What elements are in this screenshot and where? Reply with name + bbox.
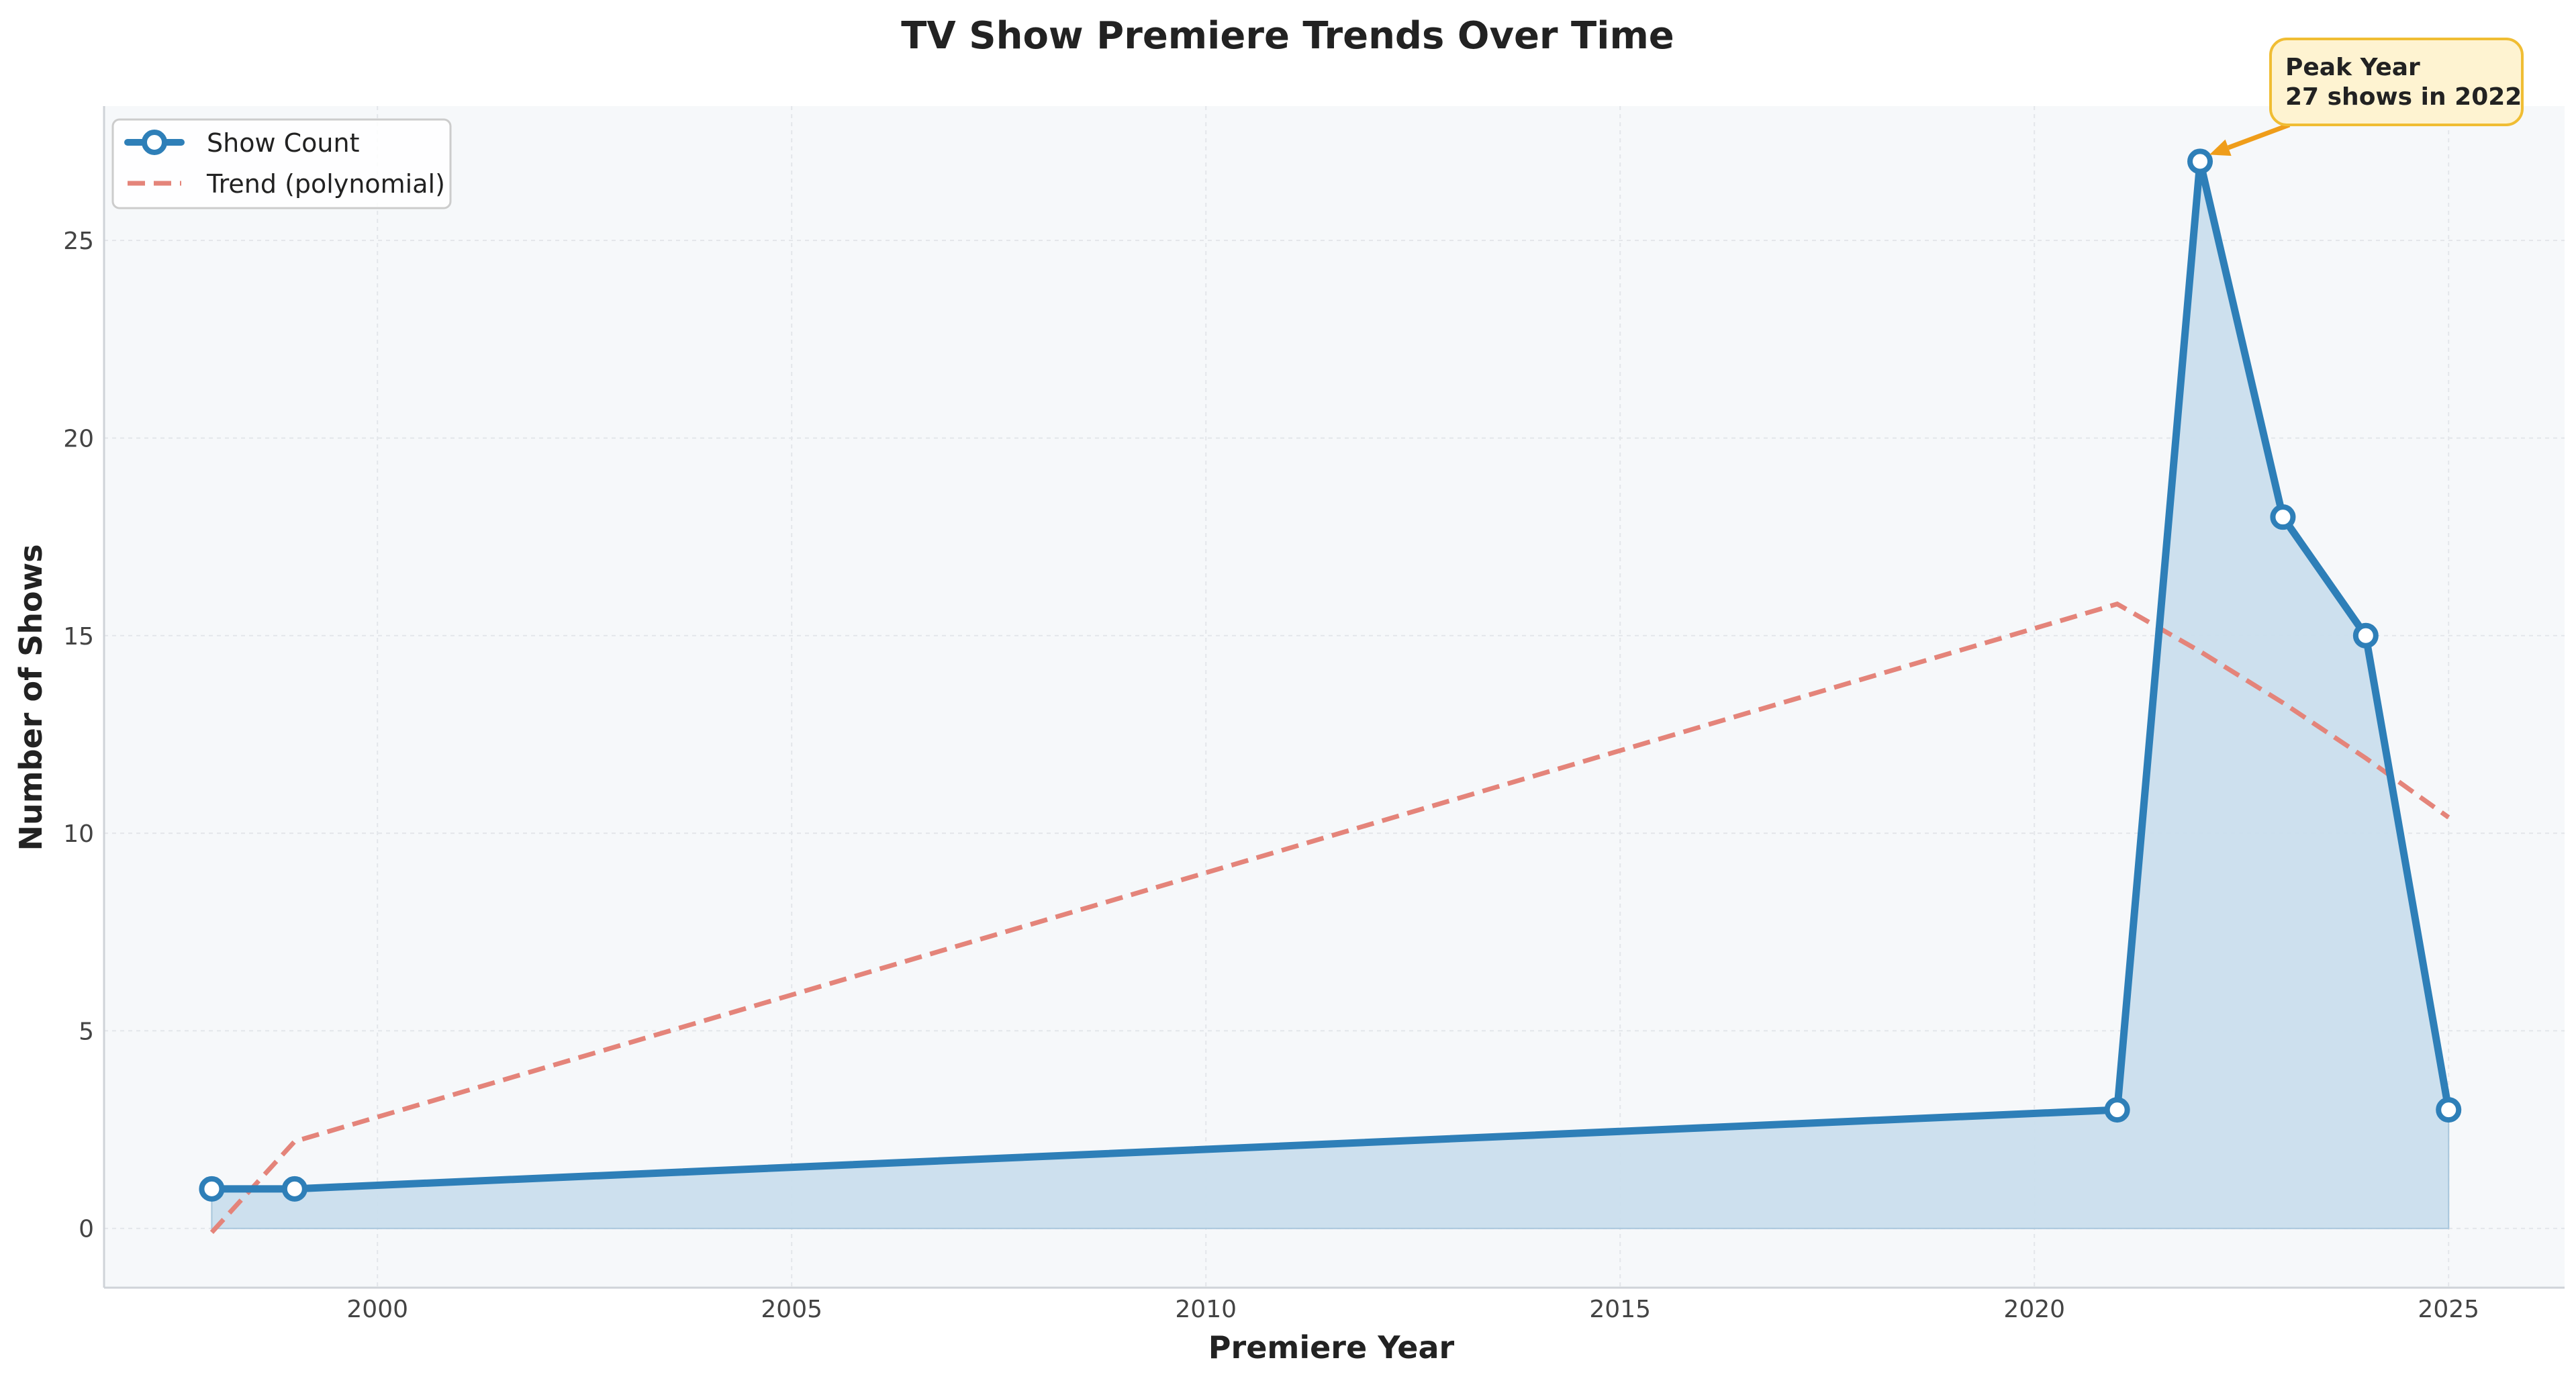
data-point-1999 <box>281 1176 307 1202</box>
x-tick-label-2000: 2000 <box>346 1296 408 1323</box>
legend-box <box>111 118 452 209</box>
x-tick-label-2020: 2020 <box>2003 1296 2065 1323</box>
data-point-1998 <box>199 1176 225 1202</box>
peak-annotation: Peak Year 27 shows in 2022 <box>2209 38 2524 156</box>
legend-show-count-label: Show Count <box>207 128 359 158</box>
data-point-2023 <box>2270 504 2296 530</box>
trend-line <box>209 601 2450 1234</box>
annotation-arrowhead <box>2209 139 2232 156</box>
data-point-2022 <box>2187 148 2213 175</box>
x-tick-label-2010: 2010 <box>1175 1296 1237 1323</box>
trend-series <box>209 601 2450 1234</box>
x-tick-label-2005: 2005 <box>761 1296 822 1323</box>
annotation-line-2: 27 shows in 2022 <box>2285 83 2522 111</box>
y-tick-label-25: 25 <box>63 228 94 255</box>
y-tick-label-10: 10 <box>63 820 94 848</box>
y-tick-label-20: 20 <box>63 425 94 452</box>
show-count-series <box>199 148 2462 1202</box>
chart-title: TV Show Premiere Trends Over Time <box>901 14 1674 58</box>
y-tick-label-15: 15 <box>63 623 94 651</box>
annotation-line-1: Peak Year <box>2285 54 2420 81</box>
data-point-2025 <box>2436 1097 2462 1123</box>
legend: Show Count Trend (polynomial) <box>111 118 452 209</box>
x-tick-label-2025: 2025 <box>2418 1296 2479 1323</box>
data-point-2021 <box>2104 1097 2130 1123</box>
y-tick-label-5: 5 <box>79 1018 94 1045</box>
annotation-arrow <box>2227 122 2291 150</box>
annotation-box <box>2269 38 2524 126</box>
x-tick-label-2015: 2015 <box>1589 1296 1651 1323</box>
y-tick-label-0: 0 <box>79 1216 94 1243</box>
legend-show-count-marker <box>142 130 167 155</box>
data-point-2024 <box>2352 622 2379 649</box>
axis-spines <box>103 106 2565 1289</box>
legend-trend-label: Trend (polynomial) <box>206 169 445 199</box>
x-axis-label: Premiere Year <box>1208 1329 1455 1366</box>
y-axis-label: Number of Shows <box>13 544 49 851</box>
